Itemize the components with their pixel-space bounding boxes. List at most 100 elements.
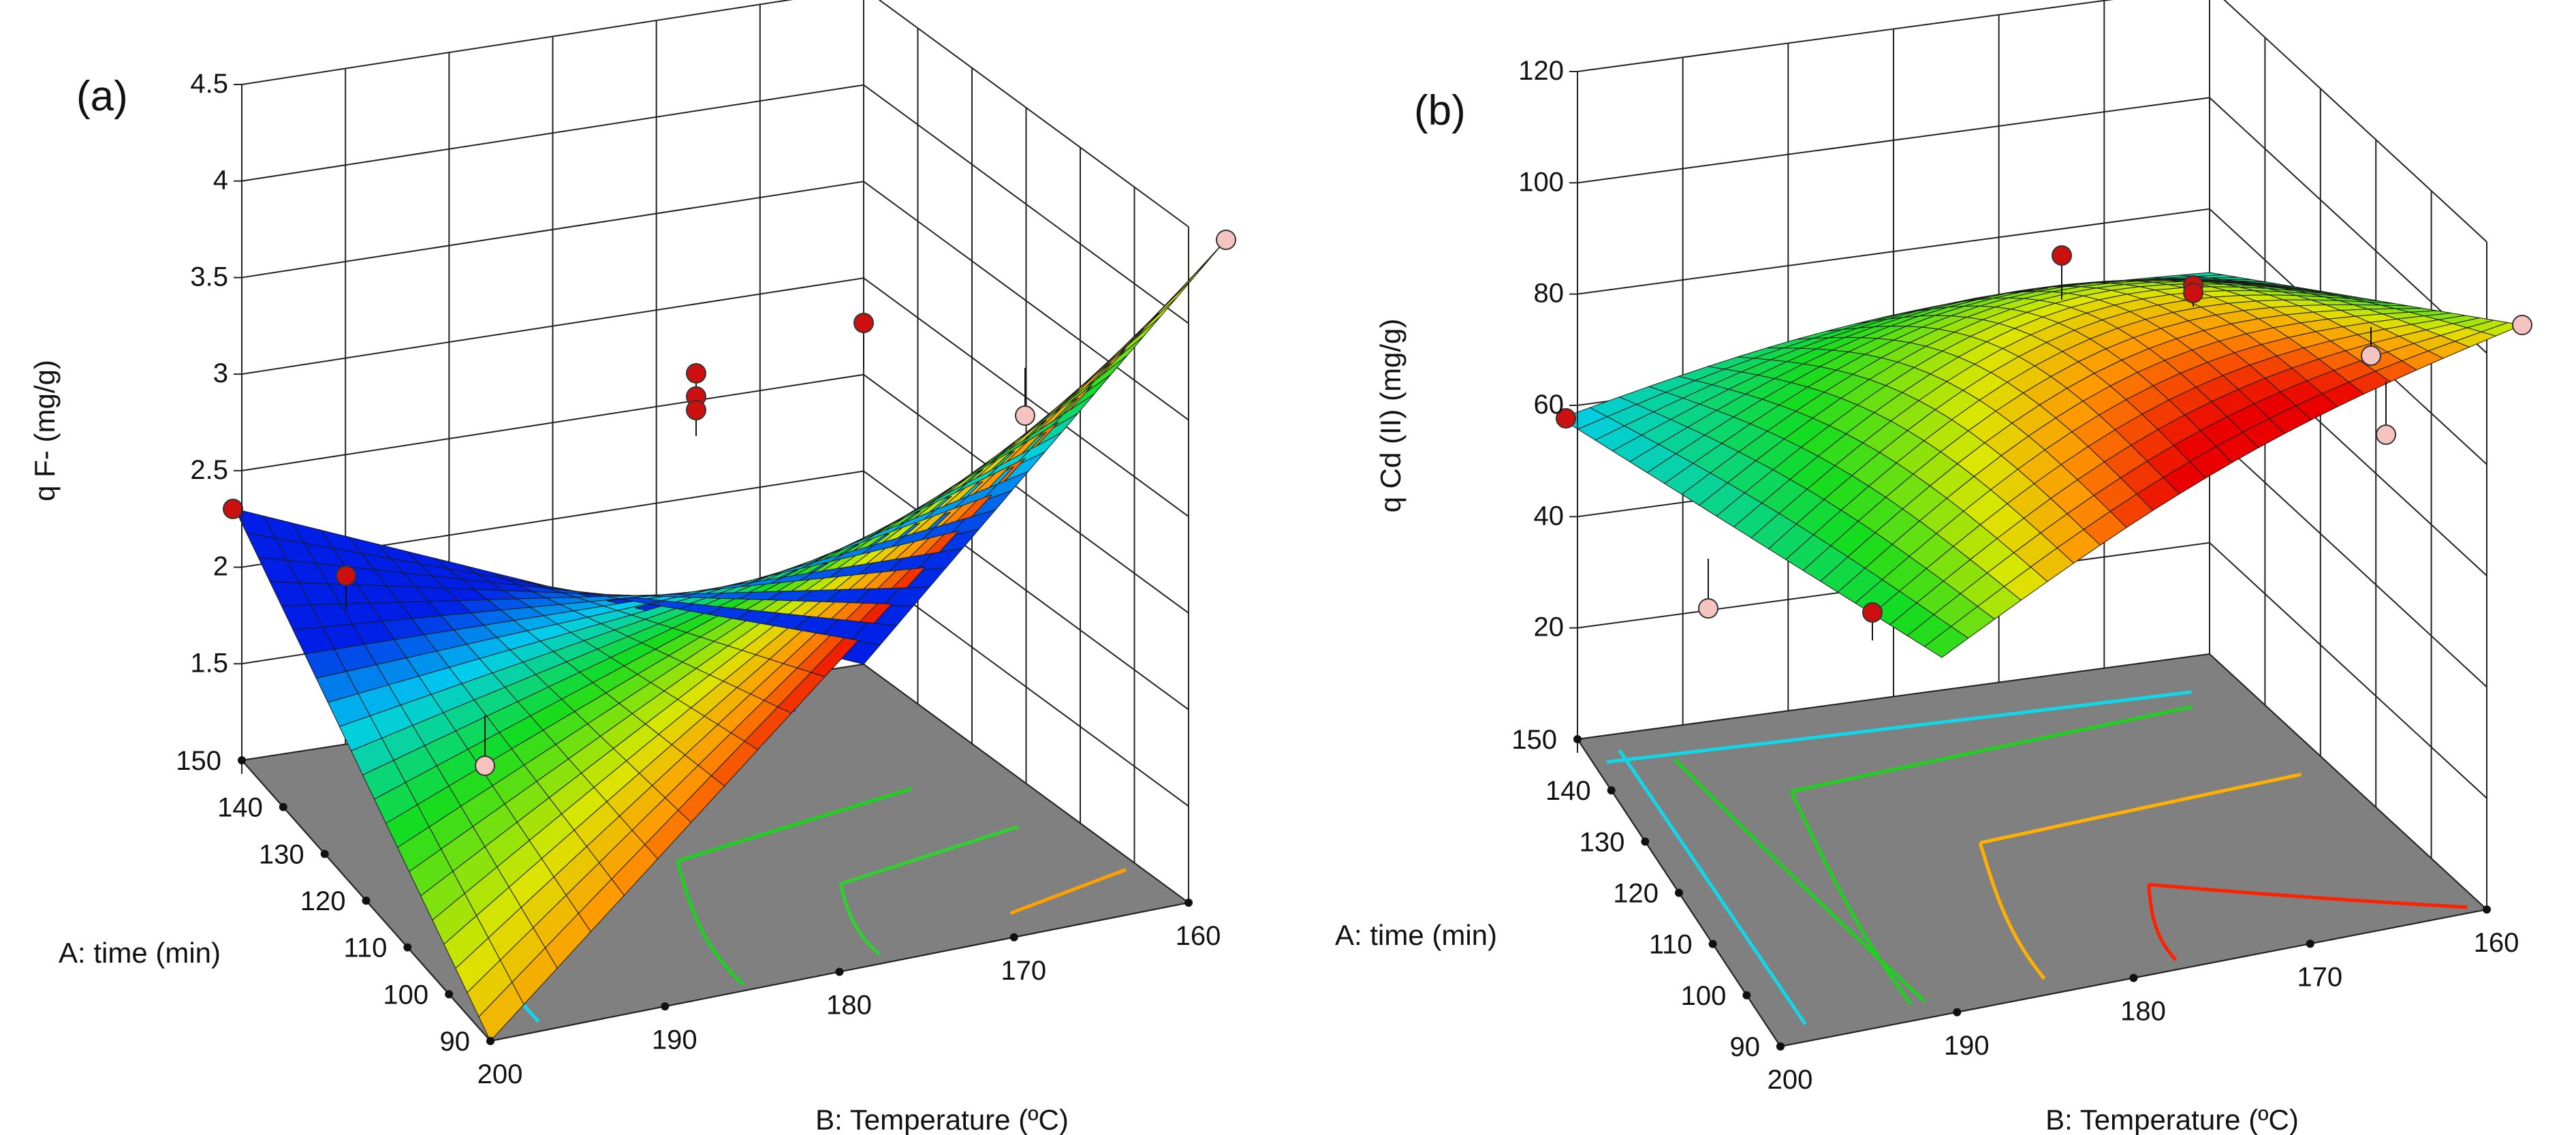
y-tick [1953, 1008, 1962, 1016]
contour-line [675, 860, 744, 986]
design-point [2512, 315, 2532, 335]
design-point [2376, 424, 2396, 445]
x-tick-label: 90 [440, 1027, 471, 1057]
x-tick [362, 897, 371, 905]
chart-panel-a: 1.5 2 2.5 3 3.5 4 4.5 90 100 110 120 130 140 150 200 19… [29, 0, 1236, 1135]
z-tick-label: 2.5 [190, 455, 228, 485]
y-tick [661, 1002, 670, 1011]
surface-cell [478, 982, 524, 1042]
y-tick-label: 180 [2120, 997, 2166, 1027]
contour-line [2148, 882, 2468, 909]
z-tick-label: 3 [213, 358, 228, 388]
design-point [1862, 602, 1883, 623]
wall-grid-level [241, 0, 1189, 228]
design-point [1216, 230, 1236, 250]
y-tick-label: 160 [2474, 928, 2519, 958]
x-tick [1708, 939, 1717, 948]
x-tick [1675, 888, 1683, 897]
y-tick [2306, 939, 2314, 948]
chart-b-svg: 2040608010012090100110120130140150200190… [1335, 0, 2532, 1135]
y-tick [486, 1037, 494, 1045]
x-tick-label: 130 [1580, 827, 1625, 857]
y-tick [1776, 1042, 1785, 1051]
design-point [1556, 408, 1576, 429]
contour-line [1606, 690, 2192, 764]
z-tick-label: 80 [1534, 279, 1565, 309]
y-axis-label: B: Temperature (ºC) [815, 1104, 1069, 1135]
design-point [1698, 598, 1718, 619]
chart-panel-b: 20 40 60 80 100 120 90 100 110 120 130 140 150 200 190… [1288, 0, 2576, 1135]
x-tick-label: 100 [383, 980, 428, 1010]
x-tick-label: 140 [1545, 776, 1591, 806]
panel-label: (b) [1414, 87, 1466, 134]
z-tick-label: 100 [1518, 167, 1564, 197]
contour-line [1978, 842, 2046, 980]
x-tick [279, 803, 287, 811]
x-tick [1607, 786, 1616, 795]
z-tick-label: 120 [1518, 56, 1564, 86]
x-tick-label: 110 [1649, 930, 1693, 960]
surface-cell [1923, 625, 1969, 658]
design-point [1015, 405, 1035, 426]
y-tick [1009, 933, 1018, 942]
z-tick-label: 4.5 [190, 69, 228, 99]
x-tick [238, 756, 246, 764]
x-tick-label: 120 [300, 886, 346, 916]
z-axis-label: q Cd (II) (mg/g) [1375, 319, 1407, 513]
x-tick-label: 130 [259, 839, 304, 869]
x-tick-label: 150 [176, 746, 221, 776]
y-tick-label: 200 [477, 1059, 523, 1089]
y-tick [1184, 899, 1193, 907]
design-point [686, 400, 706, 420]
x-tick-label: 100 [1681, 981, 1727, 1011]
x-tick-label: 140 [217, 793, 263, 823]
y-tick-label: 180 [826, 991, 872, 1021]
y-axis-label: B: Temperature (ºC) [2045, 1104, 2299, 1135]
contour-line [676, 787, 912, 863]
panel-label: (a) [76, 73, 128, 120]
x-axis-label: A: time (min) [59, 937, 221, 969]
z-tick-label: 40 [1534, 501, 1565, 531]
y-tick [2483, 905, 2491, 914]
y-tick-label: 190 [652, 1025, 697, 1055]
y-tick-label: 200 [1768, 1065, 1813, 1095]
contour-line [1790, 705, 2193, 794]
z-tick-label: 3.5 [190, 262, 228, 292]
contour-line [1009, 868, 1127, 915]
x-tick-label: 110 [344, 933, 388, 963]
y-tick [2129, 974, 2138, 982]
x-tick [445, 990, 454, 999]
contour-line [1979, 773, 2302, 845]
x-tick [403, 943, 412, 952]
chart-a-svg: 1.5 2 2.5 3 3.5 4 4.5 90 100 110 120 130 140 150 200 19… [29, 0, 1236, 1135]
y-tick-label: 170 [1001, 956, 1046, 986]
x-tick-label: 90 [1730, 1032, 1761, 1062]
design-point [853, 313, 874, 333]
x-tick [1573, 735, 1582, 743]
design-point [223, 499, 243, 519]
y-tick-label: 190 [1944, 1031, 1990, 1061]
contour-line [1789, 790, 1913, 1006]
design-point [475, 756, 495, 776]
design-point [2183, 283, 2203, 303]
z-tick-label: 2 [213, 552, 228, 582]
z-tick-label: 4 [213, 166, 228, 196]
z-tick-label: 60 [1534, 390, 1565, 420]
x-tick-label: 150 [1511, 725, 1557, 755]
x-tick [1641, 837, 1650, 846]
design-point [336, 565, 356, 586]
x-tick [320, 850, 329, 858]
y-tick [835, 967, 844, 976]
z-axis-label: q F- (mg/g) [29, 360, 61, 501]
z-tick-label: 20 [1534, 612, 1565, 642]
x-tick [1742, 991, 1751, 999]
design-point [2052, 245, 2072, 266]
contour-line [840, 825, 1019, 886]
design-point [686, 363, 706, 384]
contour-line [1618, 749, 1807, 1025]
z-tick-label: 1.5 [190, 648, 228, 678]
x-axis-label: A: time (min) [1335, 919, 1497, 951]
y-tick-label: 160 [1176, 921, 1221, 951]
y-tick-label: 170 [2297, 962, 2342, 992]
contour-line [838, 883, 881, 956]
